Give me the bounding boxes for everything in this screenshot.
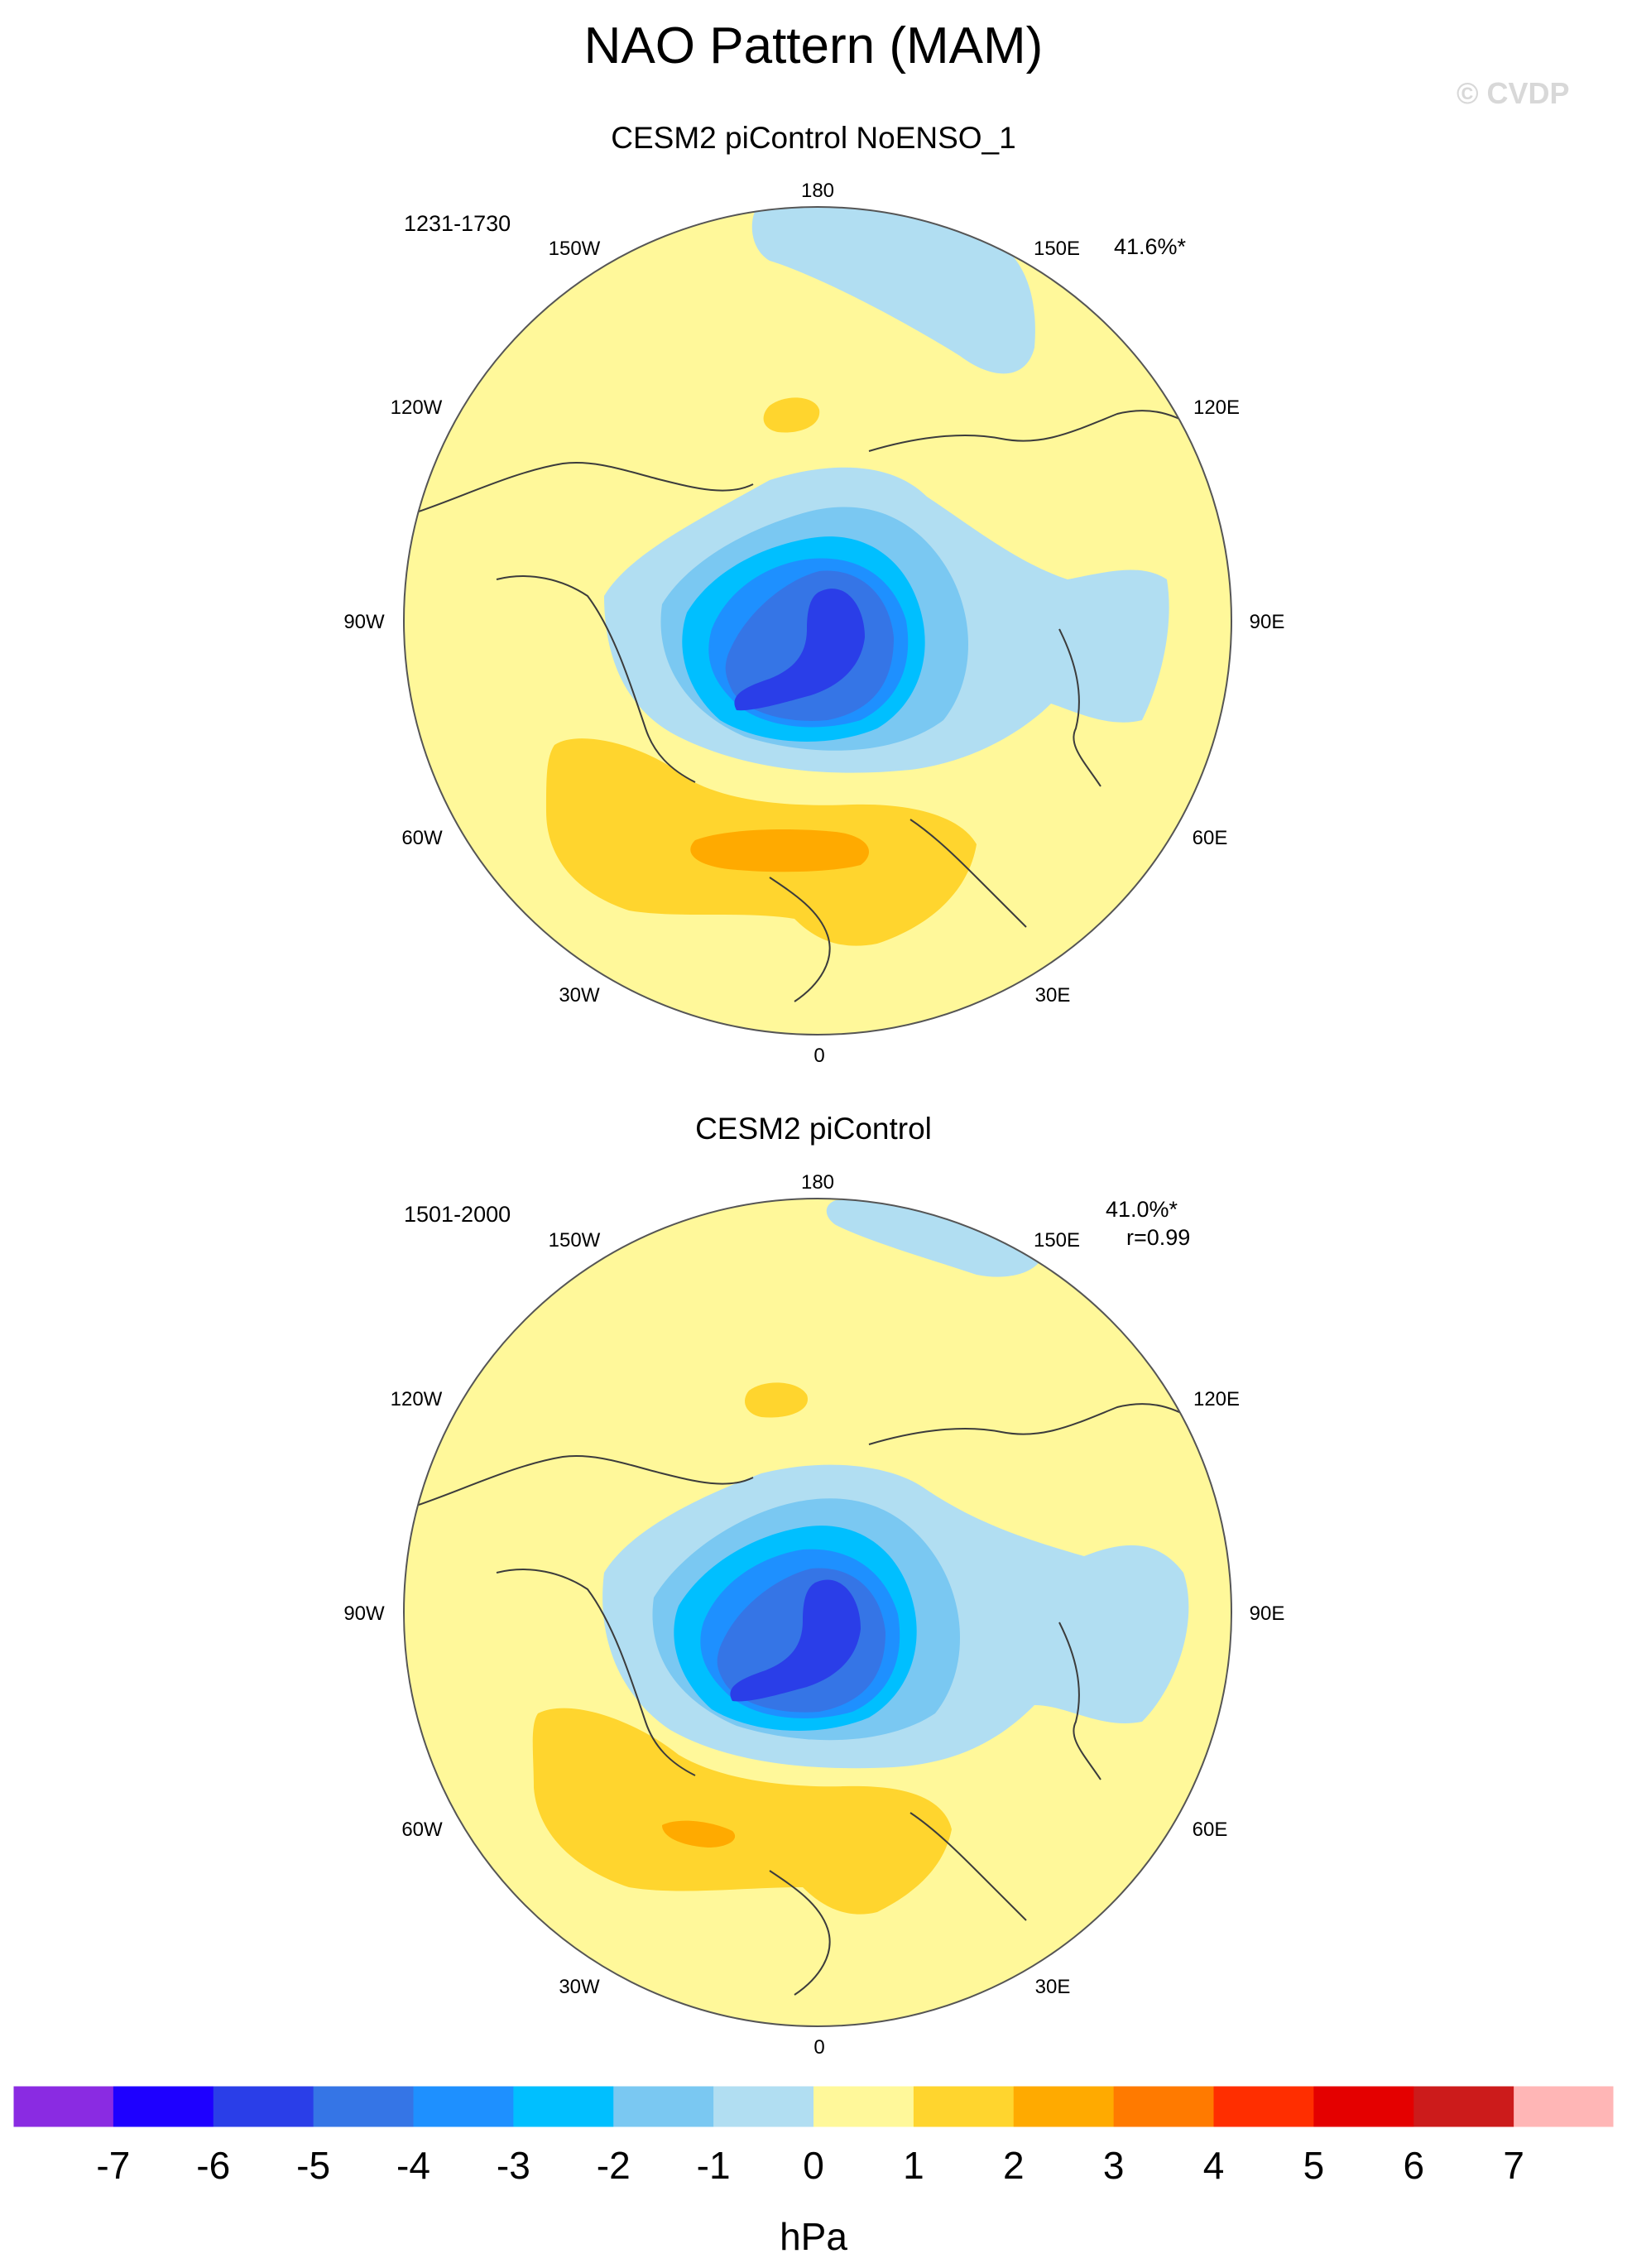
colorbar-swatch	[1313, 2086, 1414, 2127]
panel-1-lon-label: 120W	[391, 396, 443, 419]
panel-2-lon-label: 0	[814, 2036, 824, 2059]
panel-2-lon-label: 60E	[1193, 1819, 1228, 1841]
panel-1-polar-map: 180 150E 120E 90E 60E 30E 0 30W 60W 90W …	[343, 180, 1285, 1067]
colorbar-swatch	[113, 2086, 214, 2127]
colorbar-swatch	[1013, 2086, 1115, 2127]
colorbar-swatch	[814, 2086, 914, 2127]
colorbar-swatch	[1514, 2086, 1615, 2127]
colorbar-swatch	[1113, 2086, 1214, 2127]
colorbar-swatch	[1213, 2086, 1314, 2127]
panel-2-lon-label: 90W	[343, 1602, 385, 1625]
panel-1-title: CESM2 piControl NoENSO_1	[611, 121, 1016, 155]
colorbar-tick-label: -2	[597, 2144, 631, 2187]
colorbar-tick-label: 7	[1503, 2144, 1524, 2187]
panel-2-negative-arctic-6	[730, 1579, 861, 1702]
colorbar-tick-label: 5	[1303, 2144, 1325, 2187]
panel-1-lon-label: 90E	[1250, 611, 1285, 633]
colorbar-tick-label: 6	[1403, 2144, 1424, 2187]
colorbar-swatch	[1413, 2086, 1514, 2127]
colorbar: -7 -6 -5 -4 -3 -2 -1 0 1 2 3 4 5 6 7	[12, 2085, 1615, 2187]
panel-1-negative-pacific-lobe	[751, 207, 1035, 374]
panel-2-years: 1501-2000	[404, 1202, 511, 1227]
panel-2-lon-label: 150W	[549, 1229, 601, 1252]
colorbar-swatch	[613, 2086, 714, 2127]
colorbar-swatch	[213, 2086, 314, 2127]
colorbar-swatch	[913, 2086, 1015, 2127]
panel-2-lon-label: 120W	[391, 1388, 443, 1410]
panel-1-lon-label: 150E	[1034, 238, 1080, 260]
colorbar-labels: -7 -6 -5 -4 -3 -2 -1 0 1 2 3 4 5 6 7	[96, 2144, 1524, 2187]
panel-1-lon-label: 30E	[1035, 984, 1071, 1007]
panel-2-positive-pacific-small	[745, 1382, 808, 1418]
panel-2-lon-label: 150E	[1034, 1229, 1080, 1252]
panel-1-coastlines	[413, 410, 1201, 1002]
panel-2-polar-map: 180 150E 120E 90E 60E 30E 0 30W 60W 90W …	[343, 1171, 1285, 2059]
panel-1-lon-label: 0	[814, 1045, 824, 1067]
colorbar-tick-label: -7	[96, 2144, 130, 2187]
panel-2-lon-label: 180	[801, 1171, 834, 1194]
panel-1-map-edge	[403, 206, 1232, 1035]
colorbar-tick-label: -6	[196, 2144, 230, 2187]
panel-2-correlation: r=0.99	[1126, 1225, 1191, 1250]
panel-2-title: CESM2 piControl	[695, 1112, 932, 1146]
panel-1-negative-arctic-6	[734, 589, 865, 711]
panel-2-lon-label: 120E	[1193, 1388, 1240, 1410]
colorbar-swatch	[513, 2086, 614, 2127]
panel-2-lon-label: 90E	[1250, 1602, 1285, 1625]
panel-2-lon-label: 30W	[559, 1976, 600, 1998]
colorbar-tick-label: -1	[697, 2144, 731, 2187]
cvdp-watermark: © CVDP	[1457, 76, 1570, 110]
colorbar-tick-label: -5	[296, 2144, 330, 2187]
panel-1-lon-label: 120E	[1193, 396, 1240, 419]
colorbar-swatch	[713, 2086, 814, 2127]
panel-2-positive-atlantic-2	[662, 1820, 736, 1848]
panel-1-lon-label: 90W	[343, 611, 385, 633]
panel-2-lon-label: 60W	[401, 1819, 443, 1841]
colorbar-tick-label: 2	[1003, 2144, 1025, 2187]
colorbar-tick-label: 0	[803, 2144, 824, 2187]
panel-2-coastlines	[413, 1403, 1201, 1996]
colorbar-swatch	[13, 2086, 114, 2127]
colorbar-swatch	[413, 2086, 514, 2127]
colorbar-swatch	[313, 2086, 414, 2127]
panel-2-lon-label: 30E	[1035, 1976, 1071, 1998]
panel-1-positive-atlantic-2	[690, 829, 869, 872]
panel-2-map-edge	[403, 1198, 1232, 2027]
panel-1-lon-label: 60W	[401, 827, 443, 849]
panel-1-positive-pacific-small	[763, 397, 820, 433]
panel-2-negative-pacific-lobe	[826, 1199, 1044, 1277]
panel-1-variance: 41.6%*	[1114, 234, 1187, 259]
colorbar-tick-label: 4	[1203, 2144, 1225, 2187]
figure-title: NAO Pattern (MAM)	[583, 17, 1044, 74]
panel-1-lon-label: 180	[801, 180, 834, 202]
panel-1-lon-label: 30W	[559, 984, 600, 1007]
panel-1-years: 1231-1730	[404, 211, 511, 236]
panel-2-positive-atlantic-1	[532, 1708, 952, 1915]
colorbar-boxes	[12, 2085, 1615, 2128]
panel-2-variance: 41.0%*	[1106, 1197, 1178, 1222]
panel-1-lon-label: 60E	[1193, 827, 1228, 849]
colorbar-outline	[12, 2085, 1615, 2128]
colorbar-tick-label: 3	[1103, 2144, 1125, 2187]
colorbar-tick-label: -4	[396, 2144, 430, 2187]
colorbar-tick-label: -3	[497, 2144, 530, 2187]
colorbar-units: hPa	[780, 2215, 847, 2258]
panel-1-lon-label: 150W	[549, 238, 601, 260]
colorbar-tick-label: 1	[903, 2144, 924, 2187]
